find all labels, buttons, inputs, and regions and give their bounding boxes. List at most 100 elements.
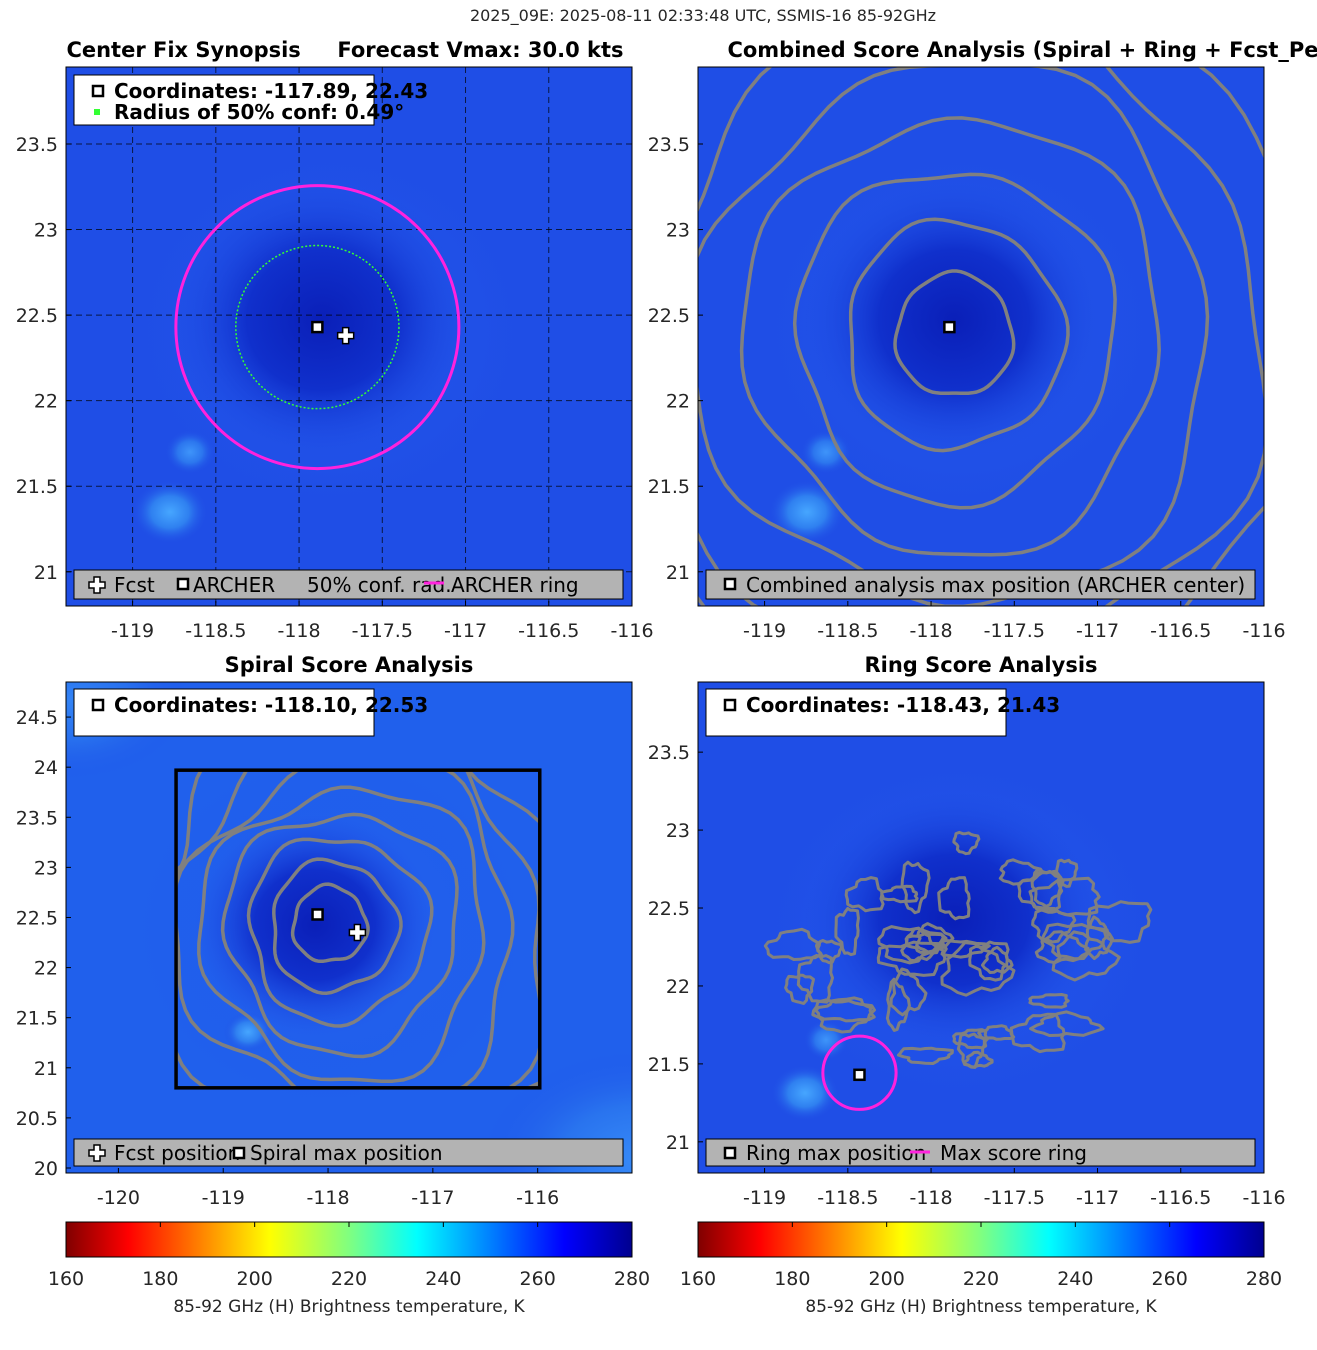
ring-contour-line (844, 876, 885, 913)
legend-ring-max: Ring max position (746, 1141, 926, 1165)
y-tick-label: 24.5 (16, 707, 58, 729)
y-tick-label: 22 (34, 958, 58, 980)
colorbar-tick-label: 180 (774, 1268, 810, 1290)
x-tick-label: -116.5 (518, 620, 579, 642)
conf-radius-icon (94, 109, 100, 115)
y-tick-label: 22.5 (648, 898, 690, 920)
x-tick-label: -119 (743, 1187, 786, 1209)
ring-contour-line (834, 907, 860, 957)
x-tick-label: -117.5 (352, 620, 413, 642)
spiral-title: Spiral Score Analysis (225, 653, 474, 677)
combined-legend: Combined analysis max position (ARCHER c… (705, 569, 1256, 600)
ring-title: Ring Score Analysis (864, 653, 1097, 677)
y-tick-label: 22.5 (16, 305, 58, 327)
fcst-plus-icon (88, 576, 106, 594)
spiral-fcst-marker (348, 923, 367, 942)
ring-contour-line (977, 1024, 1016, 1041)
combined-axis-ticks: -119 -118.5 -118 -117.5 -117 -116.5 -116 21 21.5… (648, 134, 1286, 642)
x-tick-label: -116 (610, 620, 653, 642)
colorbar-tick-label: 200 (869, 1268, 905, 1290)
y-tick-label: 23 (34, 857, 58, 879)
legend-conf-rad: 50% conf. rad. (307, 573, 452, 597)
archer-icon (232, 1146, 246, 1160)
ring-contour-line (784, 973, 815, 1005)
legend-spiral-max: Spiral max position (250, 1141, 443, 1165)
x-tick-label: -117 (411, 1187, 454, 1209)
ring-max-marker (853, 1068, 866, 1082)
synopsis-coord-box: Coordinates: -117.89, 22.43 Radius of 50… (73, 74, 428, 126)
x-tick-label: -117.5 (984, 1187, 1045, 1209)
archer-ring (174, 184, 461, 471)
spiral-contour-line (246, 837, 434, 1028)
colorbar-tick-label: 240 (1057, 1268, 1093, 1290)
y-tick-label: 21.5 (16, 1008, 58, 1030)
ring-contour-line (1028, 993, 1070, 1009)
spiral-contour-line (220, 812, 459, 1059)
ring-contour-line (1030, 867, 1065, 908)
spiral-contour-line (197, 785, 486, 1083)
colorbar-left-gradient (65, 1221, 633, 1258)
spiral-fcst-point (348, 923, 367, 942)
x-tick-label: -119 (743, 620, 786, 642)
ring-max-point (853, 1068, 866, 1082)
y-tick-label: 23 (34, 220, 58, 242)
ring-coord-line: Coordinates: -118.43, 21.43 (746, 693, 1060, 717)
x-tick-label: -118 (909, 1187, 952, 1209)
ring-contour-line (796, 953, 834, 1004)
ring-contour-line (885, 977, 911, 1032)
colorbar-right-gradient (697, 1221, 1265, 1258)
colorbar-tick-label: 280 (1246, 1268, 1282, 1290)
legend-archer: ARCHER (193, 573, 275, 597)
ring-coord-box: Coordinates: -118.43, 21.43 (705, 688, 1060, 737)
y-tick-label: 22.5 (648, 305, 690, 327)
y-tick-label: 21 (34, 1058, 58, 1080)
y-tick-label: 20.5 (16, 1108, 58, 1130)
colorbar-tick-label: 180 (142, 1268, 178, 1290)
ring-contour-line (896, 1046, 954, 1065)
combined-max-point (943, 320, 956, 334)
x-tick-label: -116 (516, 1187, 559, 1209)
fcst-plus-icon (88, 1144, 106, 1162)
y-tick-label: 23 (666, 820, 690, 842)
legend-archer-ring: ARCHER ring (451, 573, 579, 597)
ring-contour-line (1034, 930, 1090, 965)
x-tick-label: -118 (277, 620, 320, 642)
ring-contour-line (905, 932, 945, 955)
x-tick-label: -118 (909, 620, 952, 642)
archer-icon (91, 84, 105, 98)
legend-max-score-ring: Max score ring (940, 1141, 1087, 1165)
colorbar-right-label: 85-92 GHz (H) Brightness temperature, K (805, 1297, 1157, 1317)
ring-contour-line (1029, 1010, 1105, 1037)
colorbar-right-ticks: 160 180 200 220 240 260 280 (680, 1222, 1282, 1290)
legend-combined-max: Combined analysis max position (ARCHER c… (746, 573, 1245, 597)
y-tick-label: 21 (34, 562, 58, 584)
spiral-max-point (311, 908, 324, 921)
ring-contour-line (952, 830, 981, 856)
synopsis-warm-spot (132, 480, 208, 544)
y-tick-label: 21.5 (648, 1054, 690, 1076)
combined-contour-line (792, 172, 1117, 510)
combined-panel: Combined Score Analysis (Spiral + Ring +… (648, 38, 1317, 642)
legend-fcst: Fcst (114, 573, 155, 597)
x-tick-label: -116 (1242, 620, 1285, 642)
spiral-coord-line: Coordinates: -118.10, 22.53 (114, 693, 428, 717)
ring-legend: Ring max position Max score ring (705, 1138, 1256, 1167)
spiral-coord-box: Coordinates: -118.10, 22.53 (73, 688, 428, 737)
colorbar-tick-label: 260 (520, 1268, 556, 1290)
spiral-panel: Spiral Score Analysis -120 -119 -118 -117 -1… (16, 653, 633, 1209)
colorbar-tick-label: 220 (963, 1268, 999, 1290)
legend-fcst-position: Fcst position (114, 1141, 240, 1165)
y-tick-label: 24 (34, 757, 58, 779)
forecast-point (336, 326, 355, 345)
combined-title: Combined Score Analysis (Spiral + Ring +… (727, 38, 1317, 62)
ring-contour-line (956, 1032, 986, 1069)
x-tick-label: -117 (1076, 1187, 1119, 1209)
colorbar-right: 160 180 200 220 240 260 280 85-92 GHz (H) Brig… (680, 1221, 1282, 1317)
y-tick-label: 22 (34, 391, 58, 413)
y-tick-label: 21.5 (648, 476, 690, 498)
spiral-contour-line (272, 857, 403, 995)
ring-contour-line (968, 940, 1010, 982)
y-tick-label: 21 (666, 1132, 690, 1154)
x-tick-label: -117 (444, 620, 487, 642)
